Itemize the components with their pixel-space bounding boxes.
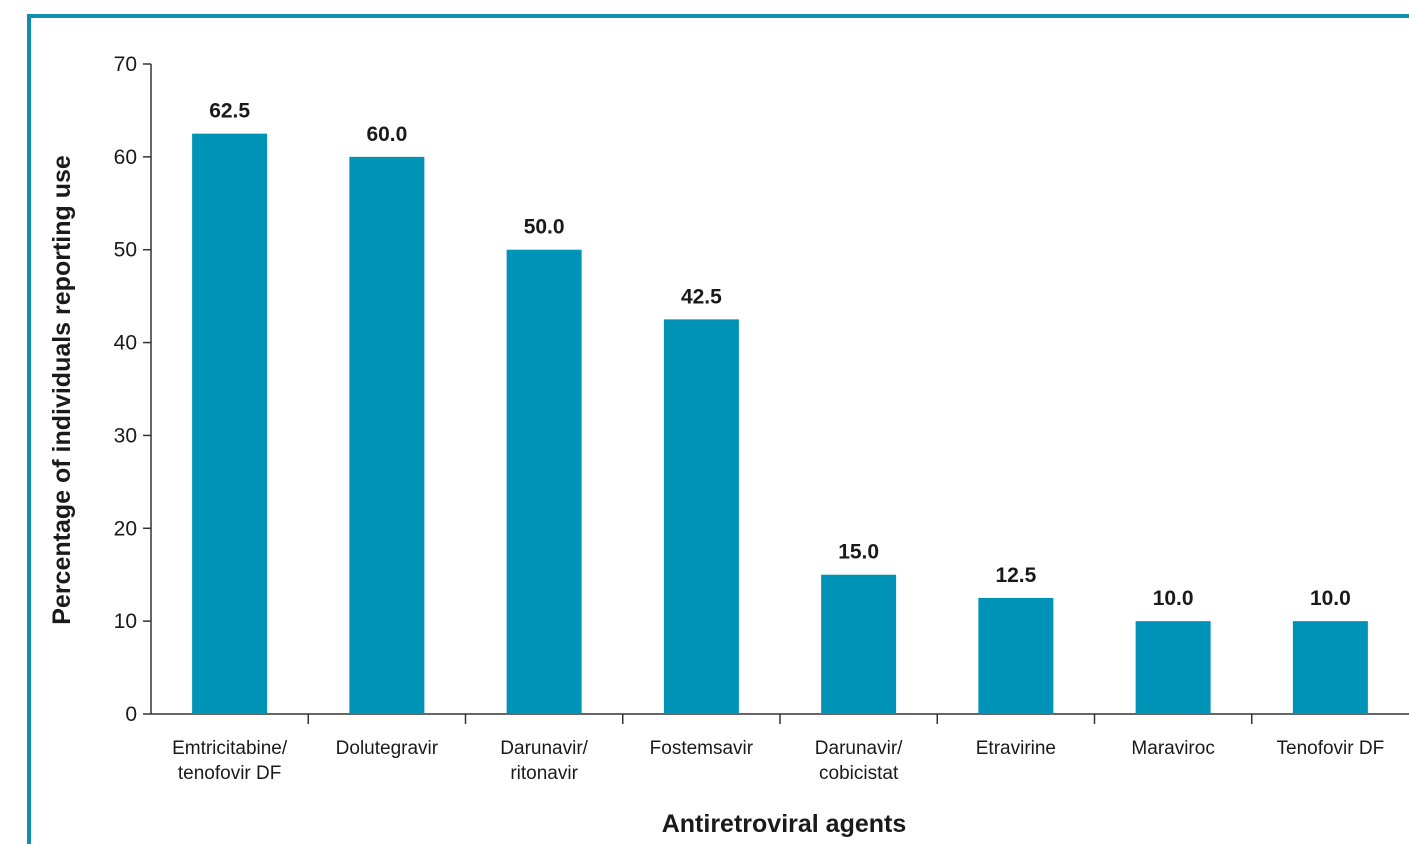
bars [192, 133, 1368, 715]
y-axis-title: Percentage of individuals reporting use [48, 155, 76, 625]
x-category-label: Darunavir/cobicistat [815, 738, 903, 784]
bar [978, 597, 1054, 714]
bar [821, 574, 897, 714]
y-tick-label: 30 [114, 424, 137, 447]
bar [1135, 621, 1211, 714]
category-line: Dolutegravir [336, 738, 439, 759]
y-tick-label: 70 [114, 53, 137, 76]
data-label: 10.0 [1310, 587, 1351, 610]
data-label: 60.0 [366, 123, 407, 146]
header-strip [0, 0, 1409, 18]
x-category-label: Etravirine [976, 738, 1056, 759]
x-axis: Emtricitabine/tenofovir DF Dolutegravir Da… [151, 713, 1409, 784]
y-axis: 0 10 20 30 40 50 60 70 [114, 53, 152, 726]
x-category-label: Dolutegravir [336, 738, 439, 759]
data-label: 62.5 [209, 100, 250, 123]
category-line: Darunavir/ [815, 738, 903, 759]
category-line: Etravirine [976, 738, 1056, 759]
bar [506, 249, 582, 714]
y-tick-label: 10 [114, 610, 137, 633]
data-label: 10.0 [1153, 587, 1194, 610]
x-category-label: Emtricitabine/tenofovir DF [172, 738, 288, 784]
category-line: Tenofovir DF [1277, 738, 1385, 759]
category-line: cobicistat [819, 763, 899, 784]
data-labels: 62.5 60.0 50.0 42.5 15.0 12.5 10.0 10.0 [209, 100, 1351, 611]
category-line: Darunavir/ [500, 738, 588, 759]
bar [349, 156, 425, 714]
y-tick-label: 0 [125, 703, 137, 726]
category-line: Emtricitabine/ [172, 738, 288, 759]
frame-top-border [27, 14, 1409, 18]
x-axis-title: Antiretroviral agents [662, 810, 907, 838]
y-tick-label: 60 [114, 146, 137, 169]
y-tick-label: 50 [114, 239, 137, 262]
category-line: Fostemsavir [650, 738, 754, 759]
y-tick-label: 20 [114, 517, 137, 540]
category-line: Maraviroc [1131, 738, 1214, 759]
category-line: tenofovir DF [178, 763, 281, 784]
bar [1292, 621, 1368, 714]
frame-left-border [27, 14, 31, 844]
data-label: 15.0 [838, 541, 879, 564]
y-tick-label: 40 [114, 332, 137, 355]
bar [192, 133, 268, 715]
data-label: 12.5 [995, 564, 1036, 587]
x-category-label: Fostemsavir [650, 738, 754, 759]
x-category-label: Tenofovir DF [1277, 738, 1385, 759]
x-category-label: Darunavir/ritonavir [500, 738, 588, 784]
category-line: ritonavir [510, 763, 578, 784]
data-label: 42.5 [681, 285, 722, 308]
x-category-label: Maraviroc [1131, 738, 1214, 759]
data-label: 50.0 [524, 216, 565, 239]
bar [663, 319, 739, 714]
